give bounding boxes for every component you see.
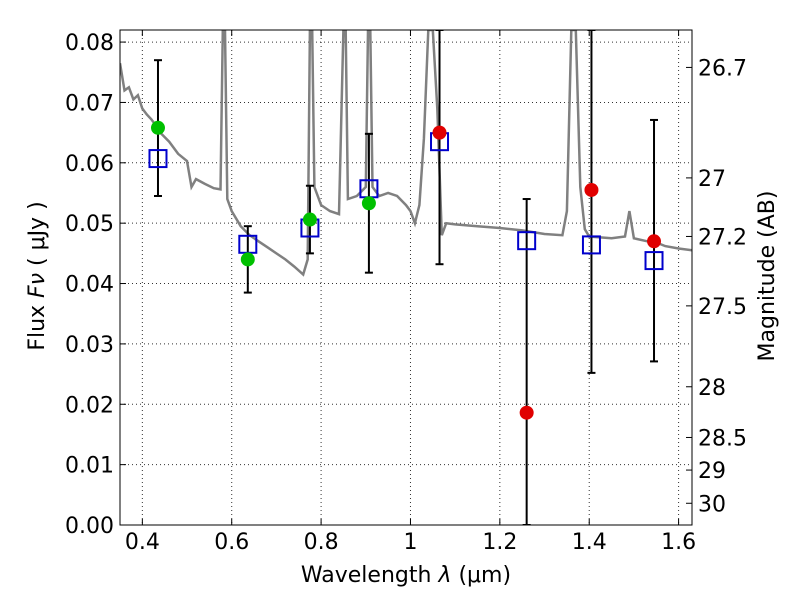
x-tick-label-1: 0.6 (214, 530, 249, 555)
x-tick-label-2: 0.8 (304, 530, 339, 555)
magnitude-tick-label-2: 27.2 (698, 225, 747, 250)
y-axis-label-symbol: Fν (25, 273, 50, 298)
y-tick-label-5: 0.05 (65, 212, 114, 237)
y-tick-label-7: 0.07 (65, 91, 114, 116)
y-tick-label-2: 0.02 (65, 393, 114, 418)
circle-marker-1-2 (302, 212, 317, 227)
plot-frame (119, 29, 693, 526)
magnitude-axis-ticks: 26.7 27 27.2 27.5 28 28.5 29 30 (686, 56, 747, 517)
y-tick-label-1: 0.01 (65, 454, 114, 479)
circle-marker-1-0 (150, 120, 165, 135)
circle-marker-1-1 (240, 252, 255, 267)
right-axis-label: Magnitude (AB) (755, 191, 780, 362)
square-marker-5 (517, 231, 537, 251)
x-axis-label: Wavelength λ (μm) (301, 563, 511, 588)
circle-marker-2-3 (647, 234, 662, 249)
x-axis-label-prefix: Wavelength (301, 563, 432, 588)
y-axis-label: Flux Fν ( μJy ) (25, 201, 50, 350)
y-tick-label-0: 0.00 (65, 514, 114, 539)
magnitude-tick-label-4: 28 (698, 376, 726, 401)
magnitude-tick-label-0: 26.7 (698, 56, 747, 81)
square-marker-6 (581, 235, 601, 255)
square-marker-0 (148, 149, 168, 169)
circle-marker-2-0 (432, 125, 447, 140)
x-tick-label-5: 1.4 (572, 530, 607, 555)
x-tick-label-0: 0.4 (125, 530, 160, 555)
data-markers (148, 120, 664, 420)
square-marker-7 (644, 251, 664, 271)
error-bars (153, 30, 659, 525)
circle-marker-2-1 (519, 405, 534, 420)
grid-lines (120, 30, 692, 526)
circle-marker-1-3 (361, 196, 376, 211)
y-tick-label-3: 0.03 (65, 333, 114, 358)
x-axis-label-symbol: λ (437, 563, 451, 588)
y-tick-label-4: 0.04 (65, 273, 114, 298)
y-axis-label-unit: ( μJy ) (25, 201, 50, 266)
magnitude-tick-label-5: 28.5 (698, 426, 747, 451)
magnitude-tick-label-3: 27.5 (698, 295, 747, 320)
y-axis-label-prefix: Flux (25, 305, 50, 351)
x-axis-ticks: 0.4 0.6 0.8 1 1.2 1.4 1.6 (125, 30, 696, 555)
x-axis-label-unit: (μm) (458, 563, 511, 588)
y-tick-label-6: 0.06 (65, 152, 114, 177)
y-tick-label-8: 0.08 (65, 31, 114, 56)
model-spectrum (120, 30, 692, 277)
circle-marker-2-2 (584, 182, 599, 197)
magnitude-tick-label-7: 30 (698, 492, 726, 517)
x-tick-label-6: 1.6 (661, 530, 696, 555)
magnitude-tick-label-6: 29 (698, 459, 726, 484)
y-axis-ticks: 0.00 0.01 0.02 0.03 0.04 0.05 0.06 0.07 0.08 (65, 31, 126, 539)
x-tick-label-3: 1 (403, 530, 417, 555)
model-spectrum-line (120, 30, 692, 277)
x-tick-label-4: 1.2 (482, 530, 517, 555)
magnitude-tick-label-1: 27 (698, 167, 726, 192)
